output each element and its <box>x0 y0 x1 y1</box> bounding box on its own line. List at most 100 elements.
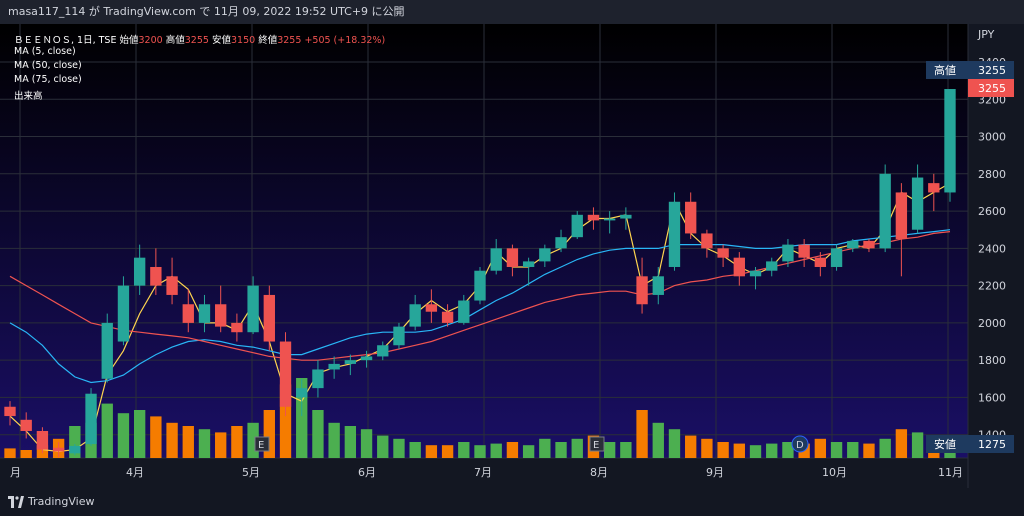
volume-bar-15 <box>247 422 259 458</box>
candle-body-38 <box>620 214 632 219</box>
candle-body-2 <box>36 430 49 450</box>
volume-bar-14 <box>231 426 243 458</box>
volume-bar-53 <box>863 443 875 458</box>
volume-bar-38 <box>620 442 632 458</box>
volume-bar-41 <box>668 429 681 458</box>
volume-bar-21 <box>344 426 357 458</box>
volume-bar-22 <box>360 429 373 458</box>
price-tick-4: 2200 <box>978 280 1006 293</box>
price-tick-8: 3000 <box>978 131 1006 144</box>
time-label-6: 9月 <box>706 466 724 479</box>
indicator-ma5[interactable]: MA (5, close) <box>14 46 76 57</box>
volume-bar-7 <box>117 413 130 458</box>
volume-bar-30 <box>490 443 502 458</box>
open-label: 始値 <box>119 35 139 46</box>
volume-bar-25 <box>409 442 421 458</box>
close-label: 終値 <box>258 35 278 46</box>
candle-body-14 <box>231 322 243 333</box>
indicator-ma75[interactable]: MA (75, close) <box>14 74 82 85</box>
candle-body-15 <box>247 285 259 333</box>
low-label: 安値 <box>211 35 231 46</box>
candle-body-39 <box>636 276 648 305</box>
volume-bar-33 <box>539 438 551 458</box>
time-label-1: 4月 <box>126 466 144 479</box>
candle-body-12 <box>198 304 211 323</box>
candle-body-3 <box>52 447 65 452</box>
candle-body-28 <box>458 300 470 323</box>
candle-body-5 <box>85 393 97 445</box>
volume-bar-44 <box>717 442 729 458</box>
tradingview-logo-icon <box>8 496 24 508</box>
volume-bar-31 <box>506 442 519 458</box>
candle-body-40 <box>652 276 664 295</box>
time-label-8: 11月 <box>938 466 963 479</box>
price-scale-background[interactable] <box>968 24 1024 488</box>
time-label-4: 7月 <box>474 466 492 479</box>
volume-bar-12 <box>198 429 211 458</box>
price-tick-2: 1800 <box>978 354 1006 367</box>
price-tick-6: 2600 <box>978 205 1006 218</box>
volume-bar-29 <box>474 445 486 458</box>
earnings-marker-1-label: E <box>258 440 264 451</box>
candle-body-11 <box>182 304 194 323</box>
dividend-marker[interactable]: D <box>791 435 809 453</box>
candlesticks <box>4 89 956 458</box>
candle-body-4 <box>69 445 81 454</box>
volume-bar-17 <box>279 384 292 458</box>
volume-bar-39 <box>636 410 648 458</box>
volume-bar-9 <box>150 416 162 458</box>
volume-bar-32 <box>522 445 535 458</box>
price-tick-5: 2400 <box>978 242 1006 255</box>
candle-body-41 <box>668 201 681 267</box>
high-tag-box <box>926 61 1014 79</box>
price-chart[interactable]: 1400160018002000220024002600280030003200… <box>0 24 1024 488</box>
ohlc-legend[interactable]: ＢＥＥＮＯＳ, 1日, TSE 始値3200 高値3255 安値3150 終値3… <box>14 32 385 46</box>
time-axis-background[interactable] <box>0 458 968 488</box>
candle-body-34 <box>555 237 567 249</box>
volume-bar-37 <box>603 442 616 458</box>
earnings-marker-2[interactable]: E <box>589 436 605 452</box>
candle-body-49 <box>798 244 810 258</box>
candle-body-44 <box>717 248 729 258</box>
price-tick-7: 2800 <box>978 168 1006 181</box>
candle-body-56 <box>911 177 924 230</box>
candle-body-33 <box>539 248 551 262</box>
volume-bar-19 <box>312 410 324 458</box>
change-value: +505 (+18.32%) <box>304 35 386 46</box>
candle-body-51 <box>830 248 843 267</box>
earnings-marker-1[interactable]: E <box>254 436 270 452</box>
volume-bar-4 <box>69 426 81 458</box>
candle-body-8 <box>133 257 146 286</box>
candle-body-30 <box>490 248 502 271</box>
volume-bar-8 <box>133 410 146 458</box>
volume-bar-23 <box>377 435 389 458</box>
candle-body-47 <box>766 261 778 271</box>
time-labels: 月 4月 5月 6月 7月 8月 9月 10月 11月 <box>10 466 963 479</box>
earnings-marker-2-label: E <box>593 440 599 451</box>
volume-bar-52 <box>847 442 859 458</box>
candle-body-58 <box>944 89 956 193</box>
indicator-ma50[interactable]: MA (50, close) <box>14 60 82 71</box>
close-value: 3255 <box>277 35 302 46</box>
candle-body-18 <box>296 388 308 398</box>
volume-bar-45 <box>733 443 745 458</box>
candle-body-7 <box>117 285 130 342</box>
candle-body-0 <box>4 406 16 417</box>
volume-bar-54 <box>879 438 891 458</box>
volume-bar-16 <box>263 410 275 458</box>
candle-body-19 <box>312 369 324 389</box>
candle-body-31 <box>506 248 519 267</box>
volume-bar-56 <box>911 432 924 458</box>
candle-body-25 <box>409 304 421 327</box>
volume-bar-10 <box>166 422 178 458</box>
candle-body-21 <box>344 360 357 364</box>
last-price-tag-box <box>968 79 1014 97</box>
candle-body-29 <box>474 270 486 301</box>
indicator-volume[interactable]: 出来高 <box>14 91 43 102</box>
volume-bar-6 <box>101 403 113 458</box>
candle-body-45 <box>733 257 745 277</box>
time-label-3: 6月 <box>358 466 376 479</box>
volume-bar-42 <box>685 435 697 458</box>
publisher-text: masa117_114 が TradingView.com で 11月 09, … <box>8 5 405 18</box>
volume-bar-18 <box>296 378 308 458</box>
